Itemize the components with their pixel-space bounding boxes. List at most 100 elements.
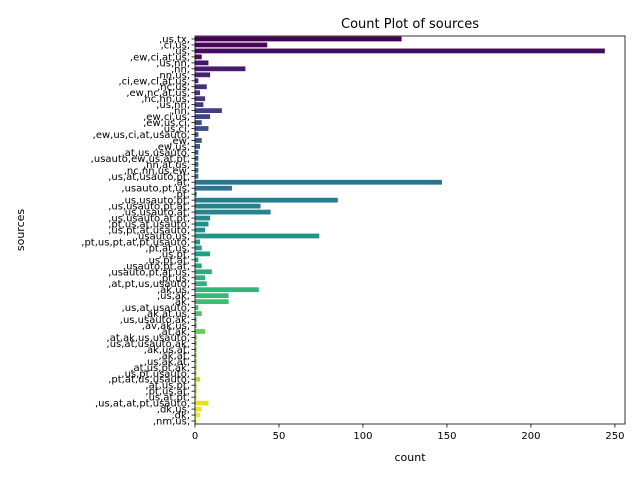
y-tick-label: ,pt,us,at, <box>145 387 190 398</box>
y-tick-label: ,us,ak, <box>157 291 190 302</box>
bar <box>195 48 605 54</box>
bar <box>195 191 197 197</box>
y-tick-label: ,us,pt,usauto, <box>121 369 190 380</box>
bar <box>195 209 271 215</box>
y-tick-label: ,usauto,pt,at, <box>123 261 190 272</box>
y-tick-label: ,ew, <box>169 136 190 147</box>
bar <box>195 185 232 191</box>
y-tick-label: ,ak,at, <box>158 351 190 362</box>
y-tick-label: ,at,us,pt, <box>145 381 190 392</box>
bar <box>195 72 211 78</box>
bar <box>195 173 199 179</box>
y-tick-label: ,ak,at,us, <box>144 309 190 320</box>
bar <box>195 376 201 382</box>
y-tick-labels: ,us,tx,,ci,us,,us,,ew,ci,at,us,,us,nn,,n… <box>81 34 195 428</box>
bar <box>195 132 199 137</box>
x-tick-label: 50 <box>273 431 286 442</box>
y-tick-label: ,ew,ci,at,us, <box>130 52 190 63</box>
bar <box>195 412 201 418</box>
y-tick-label: ,nn,at,us, <box>143 160 190 171</box>
bar <box>195 221 209 227</box>
y-tick-label: ,ak,us,at, <box>144 345 190 356</box>
y-tick-label: ,ak, <box>172 297 190 308</box>
bar <box>195 150 199 155</box>
bar <box>195 352 197 358</box>
bar <box>195 311 202 316</box>
bar <box>195 245 202 251</box>
y-tick-label: ,usauto,us, <box>135 231 190 242</box>
y-tick-label: ,us,ak,at, <box>144 357 190 368</box>
y-tick-label: ,us,at,usauto,ak, <box>107 339 190 350</box>
y-tick-label: ,usauto,pt,us, <box>121 184 190 195</box>
y-tick-label: ,ew,nc,at,us, <box>126 88 190 99</box>
y-tick-label: ,ci,us, <box>161 40 190 51</box>
y-tick-label: ,us,at,usauto, <box>122 303 190 314</box>
y-tick-label: ,us,nn, <box>156 58 190 69</box>
y-tick-label: ,pt, <box>173 190 190 201</box>
bar <box>195 155 199 161</box>
y-tick-label: ,pt,at,us,usauto, <box>108 375 190 386</box>
y-tick-label: ,us,nn, <box>156 100 190 111</box>
bar <box>195 251 211 257</box>
bar <box>195 329 206 334</box>
x-tick-label: 200 <box>521 431 540 442</box>
y-tick-label: ,ak,us, <box>157 285 190 296</box>
y-tick-label: ,usauto,ew,us,at,pt, <box>91 154 190 165</box>
y-tick-label: ,us,ci, <box>161 124 190 135</box>
y-tick-label: ,at,us,usauto, <box>122 148 190 159</box>
y-tick-label: ,us,pt,at,usauto, <box>108 226 190 237</box>
y-tick-label: ,av,ak,us, <box>142 321 190 332</box>
y-tick-label: ,ci,ew,ci,at,us, <box>118 76 190 87</box>
x-tick-label: 100 <box>353 431 372 442</box>
x-ticks: 0 50 100 150 200 250 <box>192 424 624 442</box>
y-tick-label: ,us,at,usauto,pt, <box>108 172 190 183</box>
y-tick-label: ,ew,us, <box>155 142 190 153</box>
bar <box>195 346 197 352</box>
y-tick-label: ,us,pt,at, <box>145 255 190 266</box>
y-tick-label: ,dk, <box>172 411 191 422</box>
bar <box>195 317 197 322</box>
y-tick-label: ,nn,us, <box>156 70 190 81</box>
bar <box>195 341 197 346</box>
y-tick-label: ,dk,us, <box>157 405 190 416</box>
bar <box>195 406 202 412</box>
y-tick-label: ,at, <box>174 178 190 189</box>
y-tick-label: ,us,at,pt, <box>145 393 190 404</box>
y-tick-label: ,usauto,pt,at,us, <box>108 267 190 278</box>
bar <box>195 364 197 370</box>
y-tick-label: ,nc,nn,us,ew, <box>124 166 190 177</box>
y-tick-label: ,nc,nn,us, <box>141 94 190 105</box>
bar <box>195 84 207 90</box>
y-tick-label: ,us,usauto,at, <box>122 208 190 219</box>
bar <box>195 293 229 299</box>
y-tick-label: ,nn, <box>171 64 190 75</box>
x-tick-label: 150 <box>437 431 456 442</box>
bar <box>195 78 199 84</box>
bar <box>195 108 222 114</box>
bar <box>195 203 261 209</box>
bar <box>195 287 259 293</box>
x-tick-label: 250 <box>605 431 624 442</box>
bar <box>195 394 197 400</box>
y-tick-label: ,us,tx, <box>159 34 190 45</box>
bar <box>195 323 197 328</box>
y-tick-label: ,us, <box>172 46 190 57</box>
bar <box>195 305 199 310</box>
bar <box>195 335 197 340</box>
bar <box>195 197 338 203</box>
bar <box>195 102 204 108</box>
bar <box>195 144 201 149</box>
y-tick-label: ,ew,us,ci, <box>143 118 190 129</box>
bar <box>195 370 197 376</box>
plot-frame <box>194 35 626 425</box>
bars-group <box>195 36 605 424</box>
y-tick-label: ,pt,us,at,usauto, <box>108 220 190 231</box>
y-tick-label: ,us,usauto,ak, <box>120 315 190 326</box>
bar <box>195 120 202 125</box>
y-tick-label: ,at,pt,us,usauto, <box>108 279 190 290</box>
bar <box>195 126 209 131</box>
bar <box>195 161 199 167</box>
bar <box>195 382 197 388</box>
y-tick-label: ,pt,us,pt,at,pt,usauto, <box>81 237 190 248</box>
